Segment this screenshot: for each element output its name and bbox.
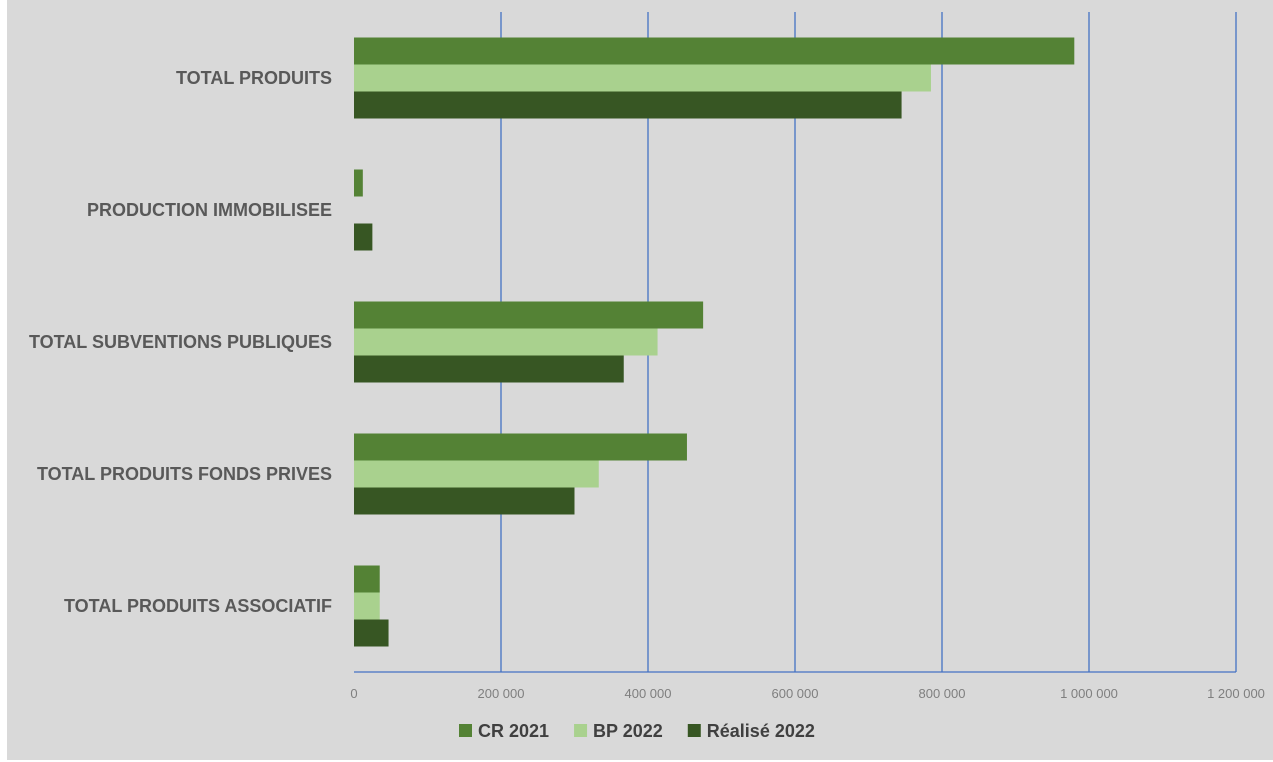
legend-swatch — [459, 724, 472, 737]
x-axis: 0 200 000 400 000 600 000 800 000 1 000 000 1 … — [350, 671, 1265, 701]
bars — [354, 37, 1075, 647]
bar — [354, 592, 380, 620]
x-tick-label: 1 200 000 — [1207, 686, 1265, 701]
bar — [354, 355, 624, 383]
bar — [354, 619, 389, 647]
x-tick-label: 200 000 — [478, 686, 525, 701]
legend-swatch — [687, 724, 701, 737]
bar — [354, 460, 599, 488]
bar-chart: 0 200 000 400 000 600 000 800 000 1 000 000 1 … — [29, 12, 1265, 741]
category-label: PRODUCTION IMMOBILISEE — [87, 200, 332, 220]
bar — [354, 169, 363, 197]
legend-label: Réalisé 2022 — [707, 721, 815, 741]
x-tick-label: 600 000 — [772, 686, 819, 701]
bar — [354, 64, 931, 92]
chart-area: 0 200 000 400 000 600 000 800 000 1 000 000 1 … — [7, 0, 1273, 760]
legend: CR 2021 BP 2022 Réalisé 2022 — [459, 721, 815, 741]
category-label: TOTAL PRODUITS — [176, 68, 332, 88]
legend-label: CR 2021 — [478, 721, 549, 741]
x-tick-label: 0 — [350, 686, 357, 701]
bar — [354, 433, 687, 461]
bar — [354, 223, 373, 251]
category-label: TOTAL SUBVENTIONS PUBLIQUES — [29, 332, 332, 352]
category-label: TOTAL PRODUITS FONDS PRIVES — [37, 464, 332, 484]
bar — [354, 301, 704, 329]
legend-label: BP 2022 — [593, 721, 663, 741]
category-labels: TOTAL PRODUITS PRODUCTION IMMOBILISEE TOTA… — [29, 68, 332, 616]
x-tick-label: 1 000 000 — [1060, 686, 1118, 701]
bar — [354, 565, 380, 593]
x-tick-label: 400 000 — [625, 686, 672, 701]
bar — [354, 91, 902, 119]
bar — [354, 487, 575, 515]
bar — [354, 37, 1075, 65]
category-label: TOTAL PRODUITS ASSOCIATIF — [64, 596, 332, 616]
bar — [354, 328, 658, 356]
gridlines — [500, 12, 1237, 672]
x-tick-label: 800 000 — [919, 686, 966, 701]
legend-swatch — [574, 724, 588, 737]
